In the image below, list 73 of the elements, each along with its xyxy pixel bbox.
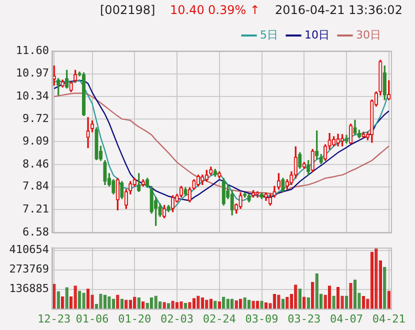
y-tick-label: 9.72	[22, 112, 49, 125]
candlestick	[166, 204, 170, 212]
candlestick	[196, 174, 200, 186]
candlestick	[86, 117, 90, 148]
candlestick	[141, 179, 145, 186]
candlestick	[204, 170, 208, 182]
candlestick	[340, 134, 344, 146]
x-tick-label: 02-03	[160, 312, 194, 326]
candlestick	[103, 160, 107, 186]
x-tick-label: 12-23	[38, 312, 71, 326]
candlestick	[158, 204, 162, 217]
candlestick	[209, 166, 213, 176]
candlestick	[332, 136, 336, 146]
y-tick-label: 9.09	[22, 134, 49, 148]
candlestick	[387, 80, 391, 100]
x-tick-label: 04-21	[372, 312, 406, 326]
candlestick	[298, 152, 302, 169]
candlestick	[264, 192, 268, 201]
candlestick	[302, 162, 306, 169]
legend-label: 10日	[304, 28, 330, 42]
candlestick	[170, 195, 175, 212]
text: 2016-04-21 13:36:02	[275, 3, 402, 17]
y-tick-label: 273769	[9, 262, 49, 276]
x-tick-label: 03-09	[245, 312, 278, 326]
y-tick-label: 8.46	[22, 157, 49, 170]
candlestick	[112, 179, 116, 194]
candlestick	[52, 65, 56, 86]
x-tick-label: 03-23	[288, 312, 321, 326]
y-tick-label: 410654	[9, 243, 50, 256]
candlestick	[336, 134, 340, 146]
y-tick-label: 7.21	[22, 202, 49, 216]
x-tick-label: 01-20	[118, 312, 152, 326]
y-tick-label: 136885	[9, 282, 49, 296]
x-tick-label: 04-07	[330, 312, 364, 326]
candlestick	[294, 146, 298, 179]
candlestick	[247, 194, 251, 202]
candlestick	[238, 192, 242, 209]
candlestick	[378, 60, 382, 96]
candlestick	[188, 187, 192, 202]
y-tick-label: 10.97	[16, 66, 49, 80]
candlestick	[362, 132, 366, 138]
candlestick	[230, 190, 234, 216]
candlestick	[251, 190, 256, 198]
chart-title: [002198]	[100, 3, 156, 17]
candlestick	[256, 191, 260, 198]
y-tick-label: 11.60	[16, 44, 49, 57]
candlestick	[382, 65, 386, 100]
candlestick	[82, 72, 86, 116]
y-tick-label: 6.58	[22, 225, 49, 238]
candlestick	[65, 70, 69, 89]
candlestick	[120, 181, 124, 200]
candlestick	[192, 179, 196, 190]
x-tick-label: 02-24	[202, 312, 236, 326]
candlestick	[73, 70, 78, 83]
legend-label: 5日	[260, 28, 278, 42]
candlestick	[213, 168, 217, 177]
legend-label: 30日	[356, 28, 382, 42]
candlestick	[344, 134, 348, 144]
candlestick	[69, 81, 73, 92]
text: 0.39% ↑	[208, 3, 260, 17]
y-tick-label: 7.84	[22, 180, 50, 193]
candlestick	[348, 124, 353, 144]
candlestick	[184, 187, 188, 196]
candlestick	[94, 127, 98, 160]
x-tick-label: 01-06	[76, 312, 109, 326]
candlestick	[150, 186, 154, 214]
y-tick-label: 10.34	[16, 89, 50, 102]
candlestick	[200, 174, 204, 186]
candlestick	[281, 178, 285, 192]
candlestick	[162, 204, 166, 218]
candlestick	[60, 80, 64, 88]
text: 10.40	[170, 3, 204, 17]
candlestick	[124, 189, 128, 209]
